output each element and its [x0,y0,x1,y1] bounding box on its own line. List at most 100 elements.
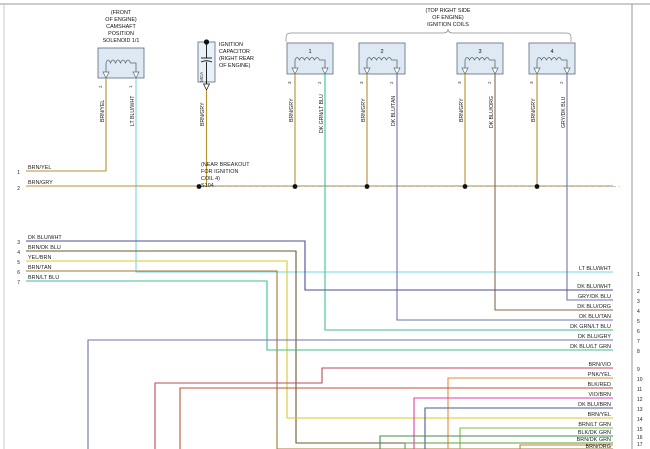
wire-pnk-yel-10 [447,377,613,449]
ignition-coil-2[interactable]: 2 3 2 BRN/GRY DK BLU/TAN [358,42,406,126]
right-terminal-label-6: DK GRN/LT BLU [570,324,611,330]
coil-2-pin3-arrow-icon [363,67,371,75]
cap-caption-3: OF ENGINE) [219,63,251,69]
coil-3-wire-label-pin3: BRN/GRY [459,98,465,122]
right-terminal-number-5: 5 [637,319,640,325]
right-terminal-label-11: BLK/RED [588,382,611,388]
wire-brn-tan-left6 [26,270,613,449]
coil-1-pin-number-3: 3 [287,81,292,84]
wire-vio-brn-12 [413,397,613,449]
left-terminal-number-1: 1 [17,170,20,176]
coils-caption-1: OF ENGINE) [432,15,464,21]
wire-dk-blu-tan-coil2 [396,74,613,321]
camshaft-position-solenoid[interactable]: (FRONT OF ENGINE) CAMSHAFT POSITION SOLE… [97,10,145,126]
right-terminal-label-8: DK BLU/LT GRN [570,344,611,350]
coil-4-wire-label-pin3: BRN/GRY [531,98,537,122]
ignition-coil-4[interactable]: 4 3 2 BRN/GRY GRY/DK BLU [528,42,576,128]
coil-1-pin2-arrow-icon [321,67,329,75]
ignition-coil-3[interactable]: 3 3 2 BRN/GRY DK BLU/ORG [456,42,504,128]
left-terminal-number-3: 3 [17,240,20,246]
wire-brn-yel-cam [26,78,107,172]
right-terminal-label-18: BRN/ORG [585,444,611,449]
ignition-coil-1[interactable]: 1 3 2 BRN/GRY DK GRN/LT BLU [286,42,334,133]
coil-1-pin3-arrow-icon [291,67,299,75]
wire-dk-blu-gry-7 [87,339,613,449]
right-terminal-number-2: 2 [637,289,640,295]
splice-caption-0: (NEAR BREAKOUT [201,162,250,168]
right-terminal-label-10: PNK/YEL [588,372,611,378]
left-terminal-list: 1 BRN/YEL 2 BRN/GRY 3 DK BLU/WHT 4 BRN/D… [17,165,62,286]
splice-dot-0 [196,184,202,189]
coil-1-wire-label-pin2: DK GRN/LT BLU [319,94,325,133]
cam-caption-0: (FRONT [111,10,132,16]
coil-3-pin-number-3: 3 [457,81,462,84]
right-terminal-number-6: 6 [637,329,640,335]
right-terminal-list: 1 LT BLU/WHT 2 DK BLU/WHT 3 GRY/DK BLU 4… [570,266,643,449]
right-terminal-label-7: DK BLU/GRY [578,334,611,340]
right-terminal-label-15: BRN/LT GRN [578,422,611,428]
right-terminal-label-16: BLK/DK GRN [578,430,611,436]
coil-3-pin2-arrow-icon [491,67,499,75]
coil-2-number: 2 [380,49,383,55]
splice-dot-3 [462,184,468,189]
ignition-coils-group-header: (TOP RIGHT SIDE OF ENGINE) IGNITION COIL… [285,8,572,42]
wire-blk-dk-grn-16 [379,435,613,449]
right-terminal-number-17: 17 [637,442,643,448]
coil-2-pin-number-3: 3 [359,81,364,84]
cap-caption-1: CAPACITOR [219,49,250,55]
cam-winding-icon [105,59,137,72]
capacitor-pin-arrow-icon [202,83,211,91]
wire-brn-vio-9 [154,367,613,449]
left-terminal-number-7: 7 [17,280,20,286]
coil-1-winding-icon [294,57,326,68]
splice-dot-2 [364,184,370,189]
right-terminal-label-12: VIO/BRN [588,392,611,398]
wire-brn-lt-blu-left7 [26,280,613,351]
coil-1-wire-label-pin3: BRN/GRY [289,98,295,122]
cap-caption-2: (RIGHT REAR [219,56,254,62]
wire-dk-grn-lt-blu-coil1 [324,74,613,331]
wire-blk-red-11 [179,387,613,449]
coils-caption-0: (TOP RIGHT SIDE [426,8,471,14]
right-terminal-number-15: 15 [637,427,643,433]
cam-caption-1: OF ENGINE) [105,17,137,23]
coil-4-pin2-arrow-icon [563,67,571,75]
right-terminal-label-9: BRN/VIO [588,362,611,368]
ignition-capacitor[interactable]: IGNITION CAPACITOR (RIGHT REAR OF ENGINE… [197,39,254,126]
wire-brn-dk-grn-17 [404,442,613,449]
coil-4-pin-number-2: 2 [559,81,564,84]
left-terminal-label-5: YEL/BRN [28,255,51,261]
capacitor-ground-label: MCA [199,71,204,82]
right-terminal-number-1: 1 [637,272,640,278]
cam-caption-4: SOLENOID 1/1 [103,38,140,44]
coil-2-pin-number-2: 2 [389,81,394,84]
left-terminal-number-2: 2 [17,186,20,192]
wire-brn-org-18 [519,444,613,449]
splice-dot-1 [292,184,298,189]
right-terminal-number-14: 14 [637,417,643,423]
right-terminal-label-5: DK BLU/TAN [579,314,611,320]
left-terminal-label-6: BRN/TAN [28,265,52,271]
right-terminal-number-4: 4 [637,309,640,315]
splice-dot-4 [534,184,540,189]
coil-3-pin3-arrow-icon [461,67,469,75]
coil-2-wire-label-pin3: BRN/GRY [361,98,367,122]
coil-2-winding-icon [366,57,398,68]
right-terminal-number-11: 11 [637,387,642,393]
coil-3-number: 3 [478,49,481,55]
cam-caption-3: POSITION [108,31,134,37]
coil-2-wire-label-pin2: DK BLU/TAN [391,96,397,126]
right-terminal-number-3: 3 [637,299,640,305]
capacitor-wire-label: BRN/GRY [200,102,206,126]
cam-caption-2: CAMSHAFT [106,24,136,30]
right-terminal-number-7: 7 [637,339,640,345]
coil-1-number: 1 [308,49,311,55]
right-terminal-number-10: 10 [637,377,643,383]
cam-pin2-arrow-icon [102,71,110,79]
coil-4-pin3-arrow-icon [533,67,541,75]
cam-pin-number-1: 1 [128,85,133,88]
wire-lt-blu-wht [135,78,613,273]
coil-3-winding-icon [464,57,496,68]
right-terminal-label-13: DK BLU/BRN [578,402,611,408]
